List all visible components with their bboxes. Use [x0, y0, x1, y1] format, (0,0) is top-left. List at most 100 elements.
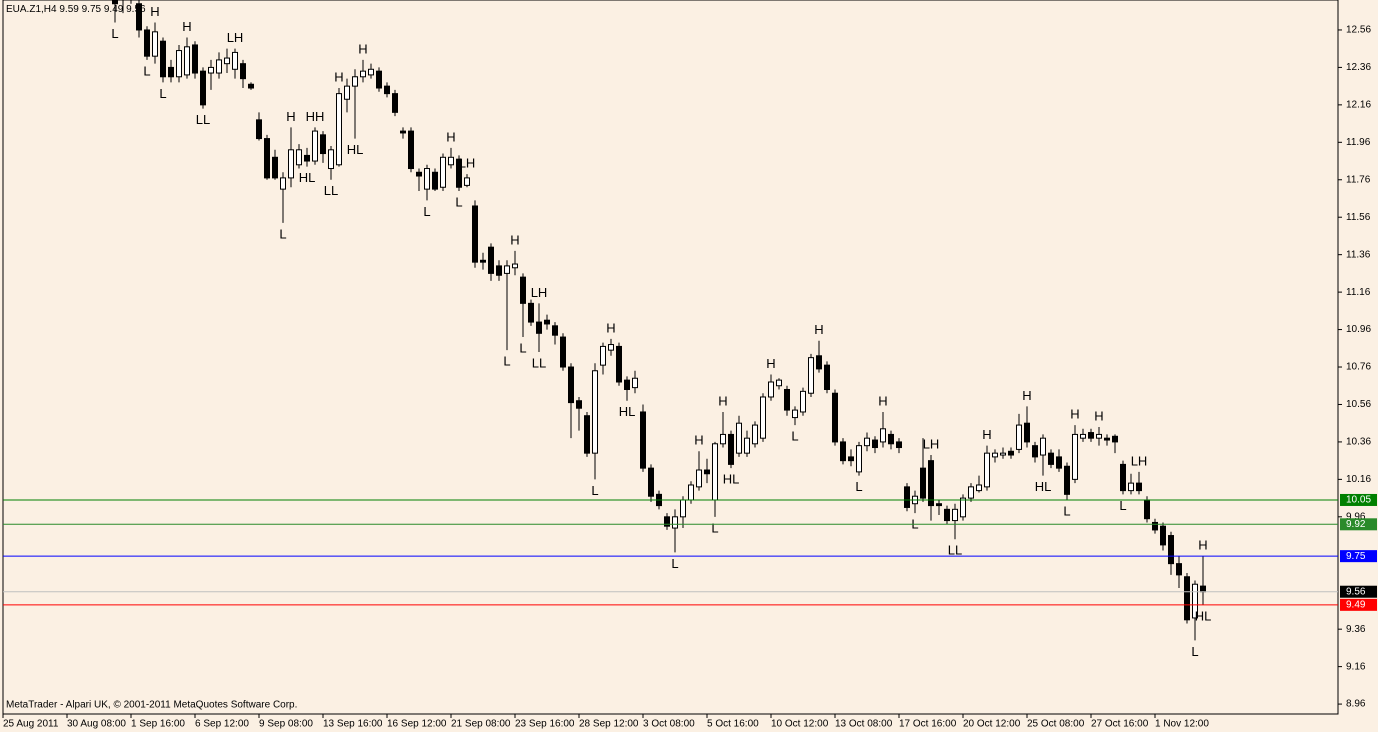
candle-body [400, 130, 406, 134]
y-tick-label: 9.96 [1346, 511, 1366, 522]
candle-body [1160, 525, 1166, 546]
candle-body [816, 355, 822, 370]
candle-body [1120, 463, 1126, 492]
candle-body [472, 205, 478, 263]
level-label-box [1340, 518, 1377, 531]
candle-body [944, 508, 950, 522]
candle-body [160, 40, 166, 78]
candle-body [856, 445, 862, 473]
y-tick-label: 12.36 [1346, 62, 1371, 73]
candle-body [504, 265, 510, 274]
candle-body [184, 46, 190, 76]
header-value: 9.49 [104, 4, 124, 15]
candle-body [256, 119, 262, 140]
candle-body [864, 437, 870, 447]
x-tick-label: 1 Nov 12:00 [1155, 719, 1209, 730]
y-tick-label: 11.96 [1346, 137, 1371, 148]
candle-body [176, 50, 182, 78]
candle-body [776, 379, 782, 387]
pivot-label: H [1198, 538, 1207, 553]
candle-body [1104, 437, 1110, 441]
candle-body [1048, 452, 1054, 465]
pivot-label: H [814, 322, 823, 337]
candle-body [480, 259, 486, 263]
candle-body [1136, 482, 1142, 492]
candle-body [840, 441, 846, 462]
candle-body [952, 508, 958, 522]
candle-body [648, 467, 654, 497]
x-tick-label: 17 Oct 16:00 [899, 719, 957, 730]
chart-header: EUA.Z1,H4 9.59 9.75 9.49 9.56 [6, 4, 146, 15]
x-tick-label: 30 Aug 08:00 [67, 719, 126, 730]
candle-body [1032, 445, 1038, 458]
pivot-label: H [286, 109, 295, 124]
pivot-label: L [159, 86, 166, 101]
candle-body [320, 134, 326, 155]
candle-body [888, 433, 894, 445]
y-tick-label: 9.16 [1346, 661, 1366, 672]
candle-body [488, 246, 494, 274]
x-tick-label: 6 Sep 12:00 [195, 719, 249, 730]
pivot-label: H [182, 19, 191, 34]
pivot-label: H [1070, 407, 1079, 422]
candle-body [544, 319, 550, 325]
pivot-label: L [1191, 644, 1198, 659]
candle-body [976, 484, 982, 492]
candle-body [688, 484, 694, 501]
candle-body [304, 154, 310, 162]
candle-body [800, 390, 806, 413]
pivot-label: H [766, 356, 775, 371]
pivot-label: HL [1035, 479, 1052, 494]
candle-body [600, 345, 606, 366]
pivot-label: HL [347, 142, 364, 157]
y-tick-label: 9.36 [1346, 624, 1366, 635]
candle-body [528, 302, 534, 323]
x-tick-label: 3 Oct 08:00 [643, 719, 695, 730]
y-tick-label: 10.36 [1346, 437, 1371, 448]
candle-body [344, 85, 350, 100]
x-tick-label: 23 Sep 16:00 [515, 719, 575, 730]
candle-body [1024, 422, 1030, 443]
footer: MetaTrader - Alpari UK, © 2001-2011 Meta… [6, 700, 297, 711]
candle-body [536, 321, 542, 334]
y-tick-label: 10.16 [1346, 474, 1371, 485]
candle-body [432, 171, 438, 190]
candle-body [576, 400, 582, 409]
level-label: 9.49 [1346, 599, 1366, 610]
candle-body [152, 31, 158, 57]
header-value: 9.56 [126, 4, 146, 15]
pivot-label: H [1094, 408, 1103, 423]
candle-body [360, 70, 366, 78]
candle-body [1176, 563, 1182, 576]
candle-body [496, 265, 502, 276]
candle-body [1096, 433, 1102, 439]
pivot-label: H [1022, 388, 1031, 403]
x-tick-label: 21 Sep 08:00 [451, 719, 511, 730]
symbol: EUA.Z1,H4 [6, 4, 57, 15]
candle-body [928, 460, 934, 507]
y-tick-label: 12.56 [1346, 25, 1371, 36]
candle-body [144, 29, 150, 57]
candle-body [416, 171, 422, 177]
pivot-label: L [143, 63, 150, 78]
pivot-label: LH [459, 156, 476, 171]
candle-body [560, 336, 566, 368]
candle-body [696, 469, 702, 488]
candle-body [216, 59, 222, 74]
y-tick-label: 10.96 [1346, 324, 1371, 335]
candle-body [872, 439, 878, 449]
candle-body [424, 168, 430, 190]
candle-body [1152, 521, 1158, 531]
pivot-label: H [878, 393, 887, 408]
candle-body [192, 44, 198, 74]
y-tick-label: 8.96 [1346, 699, 1366, 710]
candle-body [296, 149, 302, 166]
candle-body [592, 370, 598, 454]
candle-body [1000, 452, 1006, 456]
candle-body [960, 497, 966, 518]
candle-body [568, 366, 574, 404]
candle-body [736, 422, 742, 454]
candle-body [248, 83, 254, 89]
plot-frame [2, 0, 1339, 715]
